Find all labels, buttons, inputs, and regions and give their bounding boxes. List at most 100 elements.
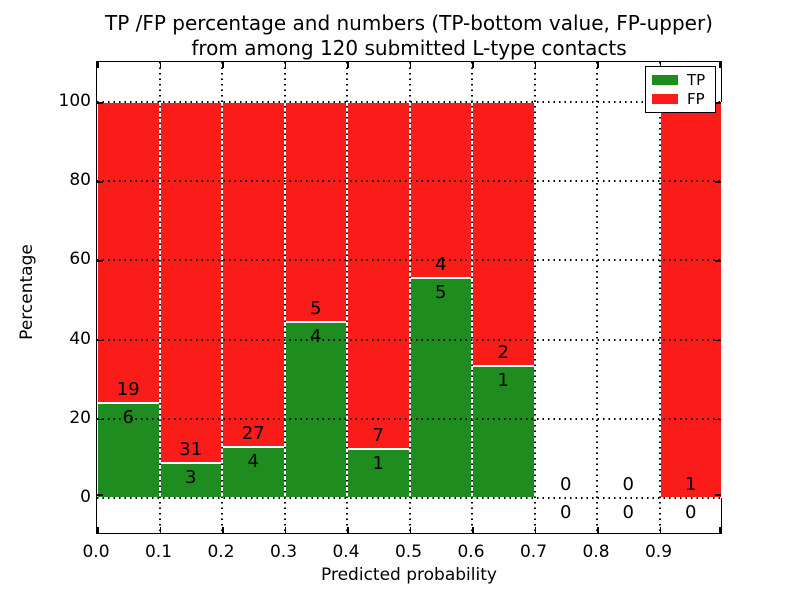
y-tick-mark bbox=[715, 102, 721, 104]
vertical-gridline bbox=[221, 62, 223, 533]
y-tick-mark bbox=[97, 339, 103, 342]
chart-title: TP /FP percentage and numbers (TP-bottom… bbox=[96, 11, 722, 61]
fp-bar-segment bbox=[659, 102, 722, 498]
vertical-gridline bbox=[658, 62, 661, 533]
fp-bar-segment bbox=[222, 102, 285, 447]
tp-count-label: 4 bbox=[247, 450, 259, 472]
fp-count-label: 7 bbox=[372, 424, 384, 446]
vertical-gridline bbox=[471, 62, 473, 533]
x-tick-mark bbox=[97, 527, 99, 533]
tp-count-label: 4 bbox=[310, 326, 322, 348]
tp-count-label: 1 bbox=[372, 452, 384, 474]
fp-count-label: 4 bbox=[435, 253, 447, 275]
tp-bar-segment bbox=[409, 277, 472, 498]
y-tick-mark bbox=[97, 418, 103, 421]
x-tick-mark bbox=[659, 62, 661, 68]
vertical-gridline bbox=[346, 62, 348, 533]
y-tick-mark bbox=[97, 494, 103, 496]
fp-bar-segment bbox=[409, 102, 472, 278]
x-tick-label: 0.0 bbox=[82, 542, 110, 562]
y-tick-label: 40 bbox=[69, 328, 91, 349]
x-tick-mark bbox=[284, 527, 286, 533]
x-tick-label: 0.8 bbox=[582, 542, 610, 562]
chart-title-line1: TP /FP percentage and numbers (TP-bottom… bbox=[105, 11, 713, 35]
fp-count-label: 0 bbox=[560, 474, 572, 495]
legend-label: FP bbox=[687, 90, 705, 109]
fp-count-label: 2 bbox=[497, 342, 509, 364]
x-tick-label: 0.9 bbox=[644, 542, 673, 562]
y-tick-mark bbox=[715, 181, 721, 183]
x-tick-mark bbox=[159, 62, 161, 68]
legend-swatch-icon bbox=[652, 74, 678, 85]
fp-bar-segment bbox=[347, 102, 410, 449]
x-tick-mark bbox=[719, 527, 721, 533]
x-tick-mark bbox=[659, 527, 661, 533]
x-tick-label: 0.3 bbox=[269, 542, 298, 562]
tp-count-label: 0 bbox=[685, 502, 697, 523]
legend-swatch-icon bbox=[652, 94, 678, 105]
x-tick-label: 0.2 bbox=[207, 542, 235, 562]
legend-label: TP bbox=[687, 70, 706, 89]
tp-count-label: 1 bbox=[497, 370, 509, 392]
x-tick-mark bbox=[534, 527, 536, 533]
y-tick-mark bbox=[97, 260, 103, 262]
x-tick-mark bbox=[409, 62, 411, 68]
plot-area: 19 6 31 3 27 4 5 4 7 1 4 5 2 1 0 0 0 0 1 0 bbox=[96, 61, 722, 534]
y-tick-label: 60 bbox=[69, 249, 91, 270]
x-tick-label: 0.5 bbox=[394, 542, 423, 562]
y-tick-label: 100 bbox=[58, 91, 91, 111]
y-tick-mark bbox=[715, 339, 721, 342]
tp-count-label: 0 bbox=[622, 502, 634, 523]
tp-count-label: 6 bbox=[122, 406, 134, 428]
y-tick-mark bbox=[715, 494, 721, 496]
x-tick-mark bbox=[97, 62, 99, 68]
x-tick-mark bbox=[472, 527, 474, 533]
tp-bar-segment bbox=[284, 322, 347, 498]
tp-bar-segment bbox=[159, 463, 222, 498]
legend: TP FP bbox=[645, 66, 716, 113]
tp-count-label: 0 bbox=[560, 502, 572, 523]
fp-count-label: 5 bbox=[310, 298, 322, 320]
tp-count-label: 3 bbox=[185, 467, 197, 489]
vertical-gridline bbox=[408, 62, 411, 533]
chart-title-line2: from among 120 submitted L-type contacts bbox=[191, 36, 627, 60]
y-tick-mark bbox=[97, 181, 103, 183]
x-tick-mark bbox=[222, 527, 224, 533]
x-tick-label: 0.6 bbox=[457, 542, 485, 562]
y-tick-mark bbox=[715, 260, 721, 262]
vertical-gridline bbox=[283, 62, 286, 533]
fp-count-label: 31 bbox=[179, 439, 203, 461]
fp-count-label: 19 bbox=[116, 378, 140, 400]
fp-count-label: 1 bbox=[685, 474, 697, 495]
vertical-gridline bbox=[533, 62, 536, 533]
x-tick-mark bbox=[284, 62, 286, 68]
fp-count-label: 0 bbox=[622, 474, 634, 495]
x-tick-mark bbox=[159, 527, 161, 533]
x-tick-mark bbox=[409, 527, 411, 533]
x-tick-mark bbox=[719, 62, 721, 68]
legend-entry: TP bbox=[652, 72, 709, 88]
fp-bar-segment bbox=[284, 102, 347, 323]
fp-bar-segment bbox=[472, 102, 535, 367]
fp-bar-segment bbox=[97, 102, 160, 403]
x-tick-mark bbox=[534, 62, 536, 68]
legend-entry: FP bbox=[652, 91, 709, 107]
x-tick-label: 0.4 bbox=[332, 542, 360, 562]
x-tick-mark bbox=[347, 62, 349, 68]
x-tick-mark bbox=[472, 62, 474, 68]
x-axis-label: Predicted probability bbox=[321, 565, 497, 585]
x-tick-mark bbox=[597, 527, 599, 533]
vertical-gridline bbox=[596, 62, 598, 533]
y-tick-mark bbox=[715, 418, 721, 421]
fp-count-label: 27 bbox=[241, 422, 265, 444]
x-tick-mark bbox=[222, 62, 224, 68]
y-tick-label: 20 bbox=[69, 407, 91, 428]
y-tick-label: 0 bbox=[80, 487, 91, 507]
y-tick-label: 80 bbox=[69, 170, 91, 191]
y-tick-mark bbox=[97, 102, 103, 104]
x-tick-mark bbox=[597, 62, 599, 68]
x-tick-label: 0.7 bbox=[519, 542, 548, 562]
tp-count-label: 5 bbox=[435, 281, 447, 303]
x-tick-label: 0.1 bbox=[144, 542, 173, 562]
